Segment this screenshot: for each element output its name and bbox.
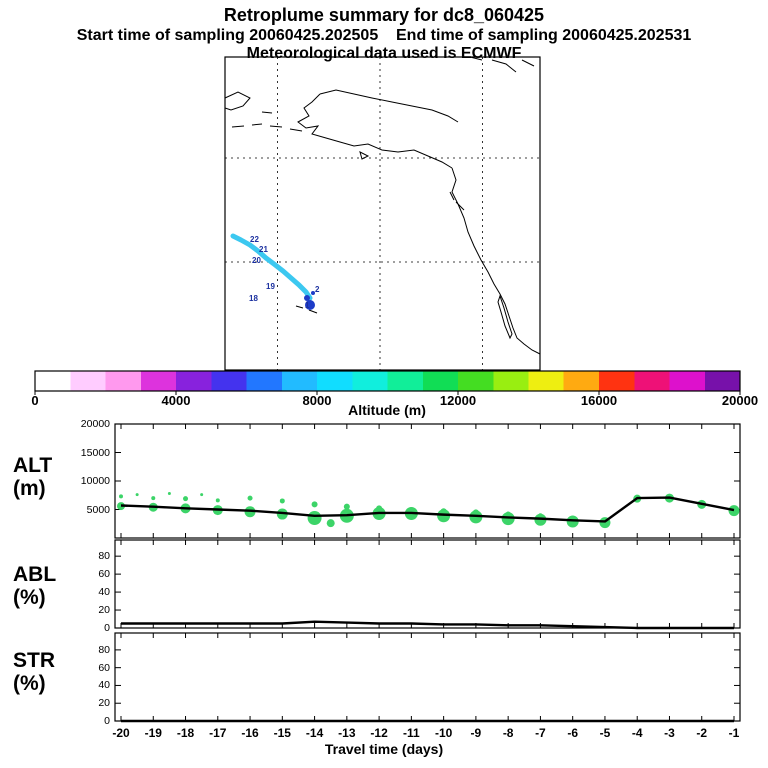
abl-axis-unit: (%) [13,586,46,609]
x-tick-label: -20 [112,726,130,740]
trajectory-time-label: 19 [266,282,275,291]
colorbar-title: Altitude (m) [348,402,426,418]
colorbar-tick-label: 20000 [721,393,759,408]
y-tick-label-abl: 20 [98,604,110,617]
plume-particle-bubble [200,493,204,497]
panel-alt [114,423,741,539]
y-tick-label-alt: 5000 [86,503,110,516]
alt-axis-unit: (m) [13,477,46,500]
plume-particle-bubble [279,498,285,504]
trajectory-time-label: 2 [315,285,320,294]
x-tick-label: -18 [176,726,195,740]
page-title: Retroplume summary for dc8_060425 [223,5,545,25]
plume-particle-bubble [183,496,189,502]
sampling-time-line: Start time of sampling 20060425.202505 E… [76,27,692,44]
plume-particle-bubble [135,493,139,497]
x-tick-label: -11 [403,726,420,740]
y-tick-label-str: 0 [104,715,110,727]
trajectory-end-marker [311,291,315,295]
altitude-colorbar [34,370,741,395]
y-tick-label-str: 80 [98,643,110,656]
x-tick-label: -4 [631,726,643,740]
trajectory-time-label: 18 [249,294,258,303]
plume-particle-bubble [728,505,740,517]
y-tick-label-str: 60 [98,661,110,674]
y-tick-label-alt: 10000 [80,475,110,487]
x-tick-label: -8 [502,726,514,740]
abl-axis-label: ABL [13,563,57,586]
colorbar-tick-label: 4000 [161,393,191,408]
x-tick-label: -15 [273,726,291,740]
plume-particle-bubble [247,495,253,501]
alt-axis-label: ALT [13,454,53,477]
trajectory-end-marker [304,295,310,301]
x-tick-label: -16 [241,726,259,740]
plume-particle-bubble [215,498,220,503]
y-tick-label-str: 40 [98,679,110,692]
plume-particle-bubble [167,492,171,496]
x-tick-label: -19 [144,726,162,740]
str-axis-label: STR [13,649,55,672]
alt-centroid-line [120,496,735,523]
trajectory-path [230,233,313,301]
abl-centroid-line [121,620,734,630]
x-tick-label: -3 [664,726,675,740]
y-tick-label-str: 20 [98,697,110,710]
x-axis-title: Travel time (days) [324,741,444,757]
x-tick-label: -10 [434,726,453,740]
y-tick-label-abl: 40 [98,586,110,599]
map-graticule [225,57,540,370]
x-tick-label: -12 [370,726,388,740]
colorbar-tick-label: 12000 [439,393,477,408]
plume-particle-bubble [343,503,350,510]
colorbar-tick-label: 0 [31,393,39,408]
x-tick-label: -7 [535,726,546,740]
plume-particle-bubble [311,501,318,508]
panel-abl [114,539,741,630]
trajectory-time-label: 21 [259,245,268,254]
str-axis-unit: (%) [13,672,46,695]
panel-frame [114,423,741,539]
trajectory-end-marker [305,300,315,310]
map-frame [224,56,541,371]
x-tick-label: -17 [209,726,227,740]
plume-particle-bubble [307,511,322,526]
plume-particle-bubble [151,496,156,501]
panel-frame [114,632,741,722]
x-tick-label: -6 [567,726,578,740]
trajectory-time-label: 1 [305,301,310,310]
y-tick-label-alt: 20000 [80,418,110,430]
colorbar-tick-label: 8000 [302,393,332,408]
x-tick-label: -9 [470,726,482,740]
colorbar-gradient [34,370,741,392]
plume-particle-bubble [326,519,335,528]
met-data-line: Meteorological data used is ECMWF [246,45,522,62]
trajectory-time-label: 22 [250,235,259,244]
y-tick-label-alt: 15000 [80,446,110,459]
y-tick-label-abl: 80 [98,550,110,563]
x-tick-label: -13 [338,726,356,740]
y-tick-label-abl: 0 [104,622,110,634]
colorbar-tick-label: 16000 [580,393,618,408]
trajectory-time-label: 20 [252,256,261,265]
panel-str [114,632,741,723]
x-tick-label: -5 [599,726,611,740]
y-tick-label-abl: 60 [98,568,110,581]
x-tick-label: -1 [728,726,740,740]
plume-particle-bubble [119,494,123,499]
x-tick-label: -2 [696,726,708,740]
x-tick-label: -14 [305,726,324,740]
coastlines [224,56,541,355]
panel-frame [114,539,741,629]
